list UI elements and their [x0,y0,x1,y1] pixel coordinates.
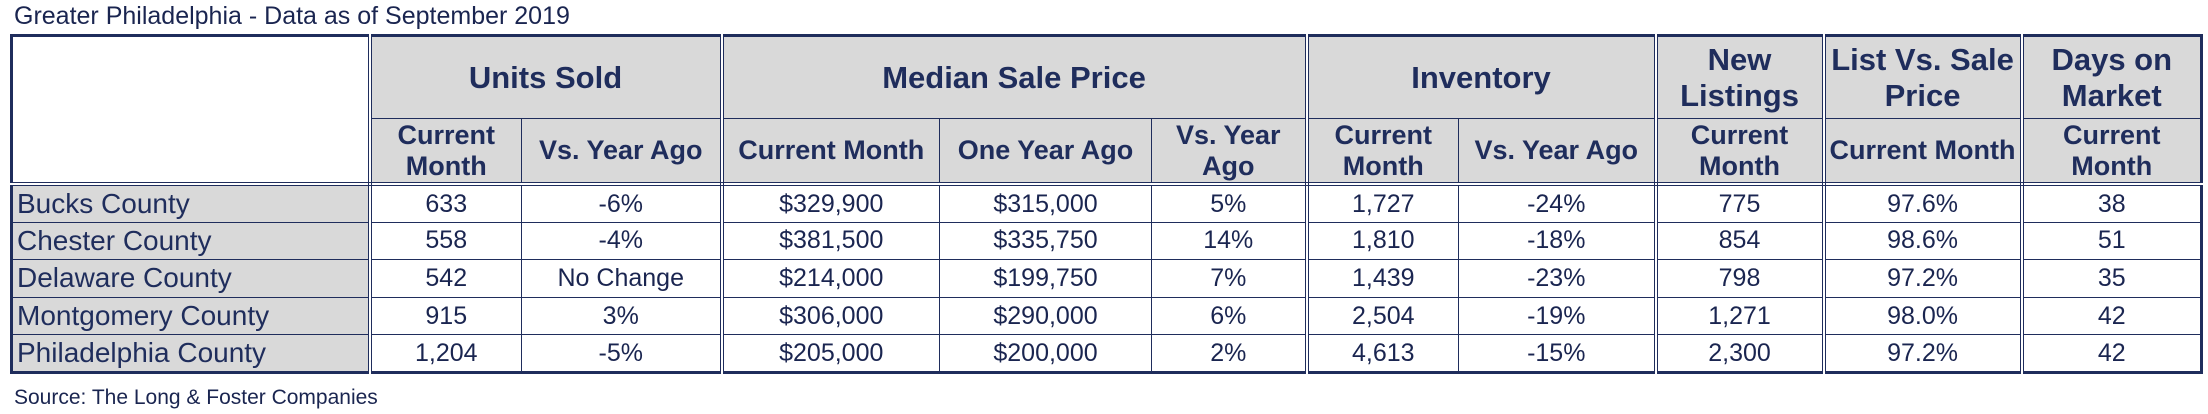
table-caption: Greater Philadelphia - Data as of Septem… [14,2,570,30]
median-price-vs-year-ago-cell: 7% [1150,259,1309,298]
list-vs-sale-price-cell: 98.0% [1821,296,2024,336]
county-name: Montgomery County [11,296,372,336]
inventory-cell: 1,439 [1304,259,1460,298]
inventory-cell: 2,504 [1304,296,1460,336]
table-row: Montgomery County 915 3% $306,000 $290,0… [11,296,2203,336]
days-on-market-cell: 42 [2019,334,2203,373]
price-current-month-header: Current Month [719,118,940,187]
inventory-current-month-header: Current Month [1304,118,1460,187]
inventory-header: Inventory [1304,34,1658,120]
units-sold-cell: 915 [367,296,522,336]
median-price-one-year-ago-cell: $290,000 [939,296,1152,336]
county-name: Chester County [11,221,372,261]
days-on-market-cell: 42 [2019,296,2203,336]
table-row: Bucks County 633 -6% $329,900 $315,000 5… [11,183,2203,223]
inventory-cell: 1,727 [1304,183,1460,223]
inventory-vs-year-ago-header: Vs. Year Ago [1458,118,1658,187]
median-price-vs-year-ago-cell: 6% [1150,296,1309,336]
units-current-month-header: Current Month [367,118,522,187]
median-price-vs-year-ago-cell: 14% [1150,221,1309,261]
median-price-cell: $205,000 [719,334,940,373]
corner-cell [11,35,372,187]
list-vs-sale-price-cell: 97.2% [1821,334,2024,373]
units-vs-year-ago-cell: -5% [521,334,724,373]
units-vs-year-ago-header: Vs. Year Ago [521,118,724,187]
median-price-cell: $214,000 [719,259,940,298]
inventory-vs-year-ago-cell: -19% [1458,296,1658,336]
new-listings-header: New Listings [1653,34,1826,120]
county-name: Delaware County [11,259,372,298]
units-vs-year-ago-cell: 3% [521,296,724,336]
county-name: Bucks County [11,183,372,223]
median-price-vs-year-ago-cell: 5% [1150,183,1309,223]
county-name: Philadelphia County [11,334,372,373]
units-vs-year-ago-cell: -4% [521,221,724,261]
median-price-one-year-ago-cell: $335,750 [939,221,1152,261]
inventory-cell: 1,810 [1304,221,1460,261]
median-price-one-year-ago-cell: $315,000 [939,183,1152,223]
units-sold-cell: 558 [367,221,522,261]
inventory-vs-year-ago-cell: -18% [1458,221,1658,261]
new-listings-cell: 854 [1653,221,1826,261]
days-on-market-cell: 38 [2019,183,2203,223]
inventory-vs-year-ago-cell: -23% [1458,259,1658,298]
median-price-cell: $329,900 [719,183,940,223]
units-vs-year-ago-cell: -6% [521,183,724,223]
new-listings-cell: 1,271 [1653,296,1826,336]
days-current-month-header: Current Month [2019,118,2203,187]
days-on-market-cell: 35 [2019,259,2203,298]
new-listings-current-month-header: Current Month [1653,118,1826,187]
new-listings-cell: 798 [1653,259,1826,298]
table-row: Philadelphia County 1,204 -5% $205,000 $… [11,334,2203,373]
table-row: Chester County 558 -4% $381,500 $335,750… [11,221,2203,261]
median-price-one-year-ago-cell: $199,750 [939,259,1152,298]
median-price-cell: $381,500 [719,221,940,261]
market-data-table: Units Sold Median Sale Price Inventory N… [10,34,2204,374]
price-vs-year-ago-header: Vs. Year Ago [1150,118,1309,187]
source-note: Source: The Long & Foster Companies [14,386,378,409]
new-listings-cell: 2,300 [1653,334,1826,373]
table-row: Delaware County 542 No Change $214,000 $… [11,259,2203,298]
units-vs-year-ago-cell: No Change [521,259,724,298]
price-one-year-ago-header: One Year Ago [939,118,1152,187]
list-vs-sale-price-cell: 97.2% [1821,259,2024,298]
list-vs-sale-price-cell: 97.6% [1821,183,2024,223]
units-sold-cell: 633 [367,183,522,223]
median-price-vs-year-ago-cell: 2% [1150,334,1309,373]
units-sold-header: Units Sold [367,34,724,120]
inventory-vs-year-ago-cell: -15% [1458,334,1658,373]
units-sold-cell: 542 [367,259,522,298]
inventory-vs-year-ago-cell: -24% [1458,183,1658,223]
inventory-cell: 4,613 [1304,334,1460,373]
list-vs-sale-price-cell: 98.6% [1821,221,2024,261]
median-price-cell: $306,000 [719,296,940,336]
units-sold-cell: 1,204 [367,334,522,373]
new-listings-cell: 775 [1653,183,1826,223]
days-on-market-header: Days on Market [2019,34,2203,120]
list-vs-sale-price-header: List Vs. Sale Price [1821,34,2024,120]
days-on-market-cell: 51 [2019,221,2203,261]
median-sale-price-header: Median Sale Price [719,34,1309,120]
median-price-one-year-ago-cell: $200,000 [939,334,1152,373]
list-vs-sale-current-month-header: Current Month [1821,118,2024,187]
